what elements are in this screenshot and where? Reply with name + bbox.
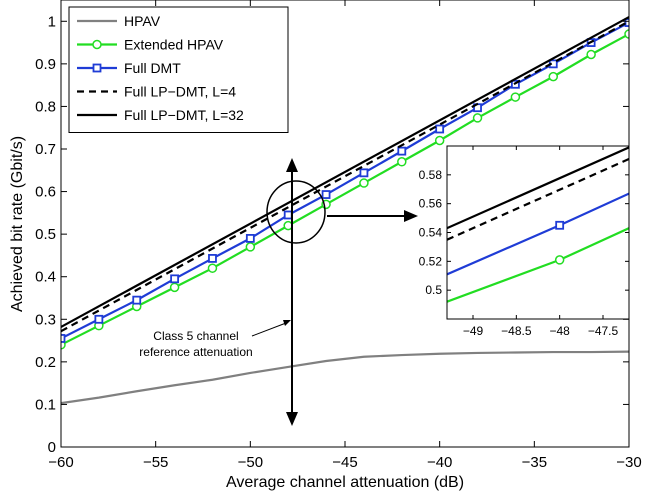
data-point-full-dmt (132, 295, 142, 305)
data-point-extended-hpav (586, 49, 596, 60)
y-tick-label: 0.3 (35, 311, 56, 328)
vertical-arrow-down-head (286, 412, 298, 426)
x-tick-label: −60 (48, 454, 73, 471)
data-point-extended-hpav (397, 157, 407, 167)
data-point-extended-hpav (359, 178, 369, 188)
data-point-full-dmt (359, 168, 369, 178)
x-tick-label: −40 (427, 454, 452, 471)
annotation-line-1: Class 5 channel (153, 329, 238, 343)
annotation-pointer-head (283, 320, 291, 326)
legend-label-full-lp-dmt-l-32: Full LP−DMT, L=32 (124, 107, 244, 123)
annotation-pointer (251, 322, 287, 337)
inset-data-point-extended-hpav (554, 255, 565, 265)
data-point-extended-hpav (169, 282, 180, 293)
inset-series-layer (447, 146, 629, 303)
x-tick-label: −30 (616, 454, 641, 471)
data-point-full-dmt (321, 190, 331, 199)
series-line-extended-hpav (61, 33, 629, 346)
y-tick-label: 0.8 (35, 98, 56, 115)
data-point-full-dmt (208, 254, 217, 263)
data-point-extended-hpav (548, 71, 559, 82)
inset-data-point-full-dmt (555, 220, 565, 230)
main-series-layer (61, 16, 629, 405)
inset-x-tick-label: −48.5 (501, 324, 532, 338)
zoom-arrow-head (404, 210, 418, 222)
data-point-full-dmt (283, 210, 293, 220)
y-tick-label: 0 (48, 439, 56, 456)
data-point-full-dmt (94, 314, 104, 324)
y-tick-label: 0.6 (35, 184, 56, 201)
annotation-layer: Class 5 channel reference attenuation (139, 158, 418, 426)
inset-y-tick-label: 0.56 (419, 197, 443, 211)
legend-label-full-dmt: Full DMT (124, 60, 181, 76)
data-point-full-dmt (397, 146, 407, 156)
y-tick-label: 1 (48, 13, 56, 30)
legend: HPAV Extended HPAV Full DMT Full LP−DMT, L=… (68, 6, 289, 133)
x-tick-label: −50 (238, 454, 263, 471)
x-tick-label: −35 (522, 454, 547, 471)
legend-box (68, 6, 289, 133)
legend-marker-full-dmt (92, 63, 102, 73)
y-tick-label: 0.1 (35, 396, 56, 413)
y-axis-label: Achieved bit rate (Gbit/s) (9, 136, 26, 312)
x-tick-label: −45 (332, 454, 357, 471)
x-axis-label: Average channel attenuation (dB) (226, 474, 464, 491)
inset-y-tick-label: 0.5 (425, 283, 442, 297)
data-point-extended-hpav (207, 263, 218, 273)
y-tick-label: 0.7 (35, 141, 56, 158)
data-point-extended-hpav (245, 242, 256, 252)
data-point-full-dmt (245, 233, 255, 243)
y-tick-label: 0.9 (35, 56, 56, 73)
inset-axis-ticks: −49 −48.5 −48 −47.5 0.5 0.52 0.54 0.56 0.58 (419, 146, 629, 338)
series-line-full-lp-dmt-l-32 (61, 16, 629, 328)
data-point-full-dmt (170, 274, 180, 284)
inset-x-tick-label: −47.5 (588, 324, 619, 338)
y-tick-label: 0.4 (35, 269, 56, 286)
legend-label-hpav: HPAV (124, 13, 161, 29)
legend-label-full-lp-dmt-l-4: Full LP−DMT, L=4 (124, 84, 236, 100)
y-tick-label: 0.5 (35, 226, 56, 243)
data-point-extended-hpav (472, 113, 483, 123)
inset-plot: −49 −48.5 −48 −47.5 0.5 0.52 0.54 0.56 0.58 (419, 145, 630, 338)
data-point-full-dmt (435, 124, 445, 134)
inset-series-line-full-lp-dmt-l-4 (447, 157, 629, 241)
legend-marker-extended-hpav (92, 39, 102, 50)
x-tick-label: −55 (143, 454, 168, 471)
inset-x-tick-label: −49 (463, 324, 484, 338)
zoom-ellipse (266, 180, 326, 244)
inset-x-tick-label: −48 (549, 324, 570, 338)
data-point-full-dmt (624, 18, 629, 27)
inset-y-tick-label: 0.54 (419, 226, 443, 240)
inset-y-tick-label: 0.58 (419, 168, 443, 182)
legend-label-extended-hpav: Extended HPAV (124, 37, 224, 53)
data-point-full-dmt (61, 334, 66, 343)
vertical-arrow-up-head (286, 158, 298, 172)
data-point-extended-hpav (624, 29, 629, 39)
data-point-extended-hpav (434, 135, 445, 146)
y-tick-label: 0.2 (35, 354, 56, 371)
annotation-line-2: reference attenuation (139, 345, 252, 359)
data-point-extended-hpav (510, 92, 521, 102)
inset-series-line-full-lp-dmt-l-32 (447, 146, 629, 230)
inset-y-tick-label: 0.52 (419, 254, 443, 268)
series-line-full-dmt (61, 21, 629, 340)
series-line-hpav (61, 350, 629, 405)
